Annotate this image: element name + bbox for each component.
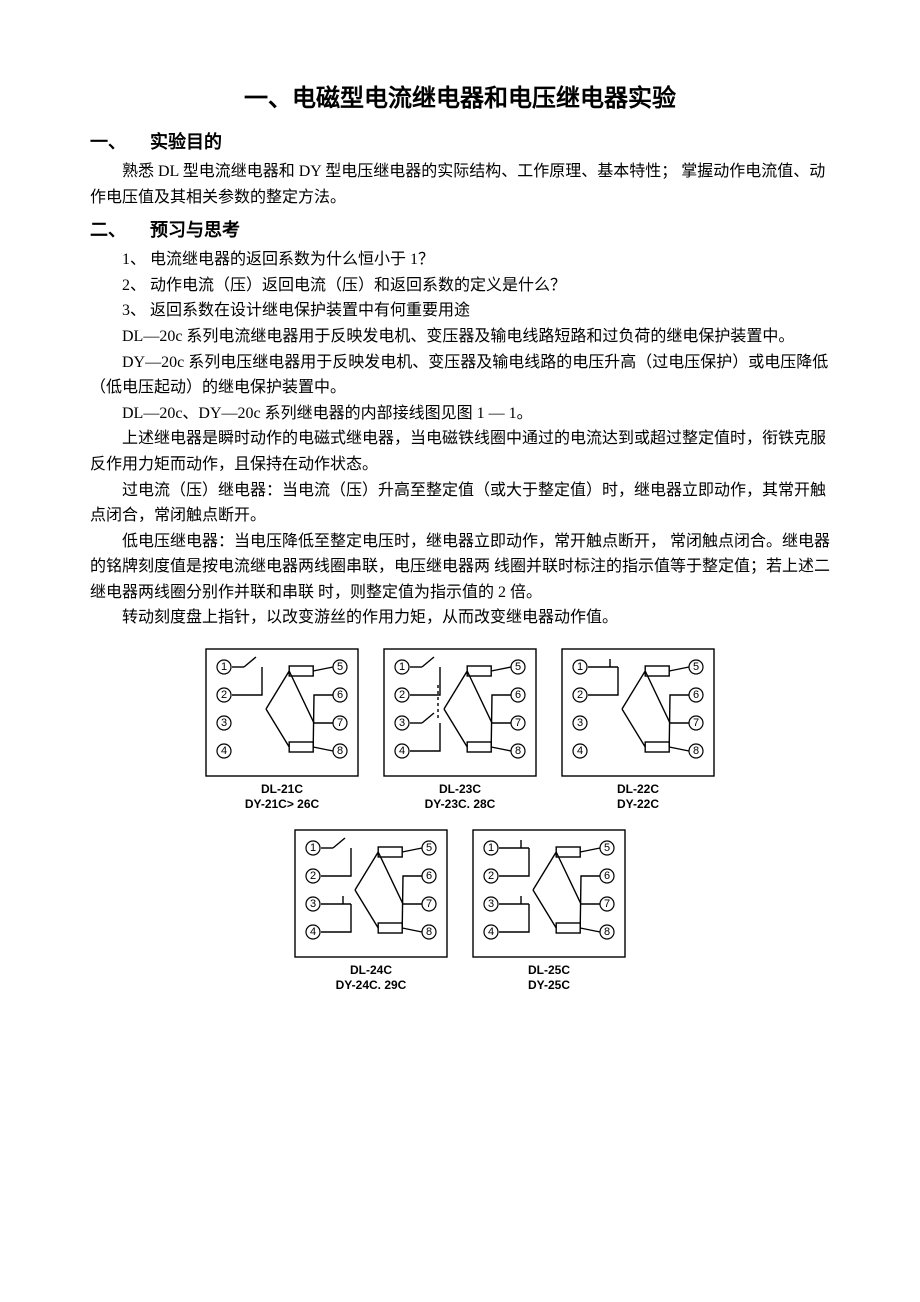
svg-text:7: 7 xyxy=(426,898,432,910)
svg-text:1: 1 xyxy=(577,661,583,673)
svg-text:5: 5 xyxy=(693,661,699,673)
svg-text:8: 8 xyxy=(515,745,521,757)
paragraph: DY—20c 系列电压继电器用于反映发电机、变压器及输电线路的电压升高（过电压保… xyxy=(90,350,830,401)
wiring-diagram-icon: 1 5 2 6 3 7 4 8 xyxy=(558,645,718,780)
svg-text:6: 6 xyxy=(337,689,343,701)
svg-text:7: 7 xyxy=(337,717,343,729)
svg-text:1: 1 xyxy=(488,842,494,854)
wiring-diagram-icon: 1 5 2 6 3 7 4 8 xyxy=(202,645,362,780)
diagram-row-2: 1 5 2 6 3 7 4 8 DL-24CDY-24C. 29C 1 5 2 6 3 7 4 8 DL-25CD… xyxy=(90,826,830,993)
svg-text:5: 5 xyxy=(604,842,610,854)
section-label-2: 预习与思考 xyxy=(150,220,240,240)
svg-text:5: 5 xyxy=(515,661,521,673)
svg-text:2: 2 xyxy=(310,870,316,882)
svg-text:6: 6 xyxy=(515,689,521,701)
svg-text:8: 8 xyxy=(693,745,699,757)
svg-text:3: 3 xyxy=(488,898,494,910)
diagram-caption: DL-25CDY-25C xyxy=(469,963,629,993)
paragraph: 熟悉 DL 型电流继电器和 DY 型电压继电器的实际结构、工作原理、基本特性； … xyxy=(90,159,830,210)
section-heading-2: 二、预习与思考 xyxy=(90,216,830,245)
section-label-1: 实验目的 xyxy=(150,132,222,152)
diagram-caption: DL-23CDY-23C. 28C xyxy=(380,782,540,812)
question-item: 3、 返回系数在设计继电保护装置中有何重要用途 xyxy=(90,298,830,324)
svg-text:3: 3 xyxy=(310,898,316,910)
svg-text:3: 3 xyxy=(577,717,583,729)
svg-text:1: 1 xyxy=(399,661,405,673)
diagram-block: 1 5 2 6 3 7 4 8 DL-21CDY-21C> 26C xyxy=(202,645,362,812)
wiring-diagram-icon: 1 5 2 6 3 7 4 8 xyxy=(380,645,540,780)
svg-text:1: 1 xyxy=(221,661,227,673)
svg-text:7: 7 xyxy=(693,717,699,729)
paragraph: 低电压继电器：当电压降低至整定电压时，继电器立即动作，常开触点断开， 常闭触点闭… xyxy=(90,529,830,606)
svg-text:6: 6 xyxy=(604,870,610,882)
paragraph: DL—20c、DY—20c 系列继电器的内部接线图见图 1 — 1。 xyxy=(90,401,830,427)
svg-text:1: 1 xyxy=(310,842,316,854)
diagram-block: 1 5 2 6 3 7 4 8 DL-25CDY-25C xyxy=(469,826,629,993)
svg-text:4: 4 xyxy=(221,745,227,757)
svg-text:6: 6 xyxy=(426,870,432,882)
section-num-1: 一、 xyxy=(90,128,150,157)
paragraph: 转动刻度盘上指针，以改变游丝的作用力矩，从而改变继电器动作值。 xyxy=(90,605,830,631)
svg-text:2: 2 xyxy=(221,689,227,701)
diagram-row-1: 1 5 2 6 3 7 4 8 DL-21CDY-21C> 26C 1 5 2 6 3 7 4 8 DL-23CD… xyxy=(90,645,830,812)
diagram-block: 1 5 2 6 3 7 4 8 DL-23CDY-23C. 28C xyxy=(380,645,540,812)
svg-text:8: 8 xyxy=(604,926,610,938)
svg-text:4: 4 xyxy=(488,926,494,938)
svg-text:3: 3 xyxy=(221,717,227,729)
diagram-block: 1 5 2 6 3 7 4 8 DL-22CDY-22C xyxy=(558,645,718,812)
diagram-caption: DL-22CDY-22C xyxy=(558,782,718,812)
paragraph: 过电流（压）继电器：当电流（压）升高至整定值（或大于整定值）时，继电器立即动作，… xyxy=(90,478,830,529)
paragraph: DL—20c 系列电流继电器用于反映发电机、变压器及输电线路短路和过负荷的继电保… xyxy=(90,324,830,350)
svg-text:3: 3 xyxy=(399,717,405,729)
svg-text:7: 7 xyxy=(604,898,610,910)
svg-text:5: 5 xyxy=(337,661,343,673)
svg-text:2: 2 xyxy=(399,689,405,701)
svg-text:2: 2 xyxy=(577,689,583,701)
wiring-diagram-icon: 1 5 2 6 3 7 4 8 xyxy=(291,826,451,961)
wiring-diagram-icon: 1 5 2 6 3 7 4 8 xyxy=(469,826,629,961)
svg-text:4: 4 xyxy=(399,745,405,757)
svg-text:5: 5 xyxy=(426,842,432,854)
diagram-block: 1 5 2 6 3 7 4 8 DL-24CDY-24C. 29C xyxy=(291,826,451,993)
diagram-caption: DL-24CDY-24C. 29C xyxy=(291,963,451,993)
svg-text:8: 8 xyxy=(337,745,343,757)
svg-text:8: 8 xyxy=(426,926,432,938)
svg-text:4: 4 xyxy=(577,745,583,757)
svg-text:2: 2 xyxy=(488,870,494,882)
svg-text:6: 6 xyxy=(693,689,699,701)
svg-text:4: 4 xyxy=(310,926,316,938)
section-num-2: 二、 xyxy=(90,216,150,245)
diagram-caption: DL-21CDY-21C> 26C xyxy=(202,782,362,812)
question-item: 2、 动作电流（压）返回电流（压）和返回系数的定义是什么？ xyxy=(90,273,830,299)
svg-text:7: 7 xyxy=(515,717,521,729)
question-item: 1、 电流继电器的返回系数为什么恒小于 1？ xyxy=(90,247,830,273)
section-heading-1: 一、实验目的 xyxy=(90,128,830,157)
page-title: 一、电磁型电流继电器和电压继电器实验 xyxy=(90,80,830,118)
paragraph: 上述继电器是瞬时动作的电磁式继电器，当电磁铁线圈中通过的电流达到或超过整定值时，… xyxy=(90,426,830,477)
